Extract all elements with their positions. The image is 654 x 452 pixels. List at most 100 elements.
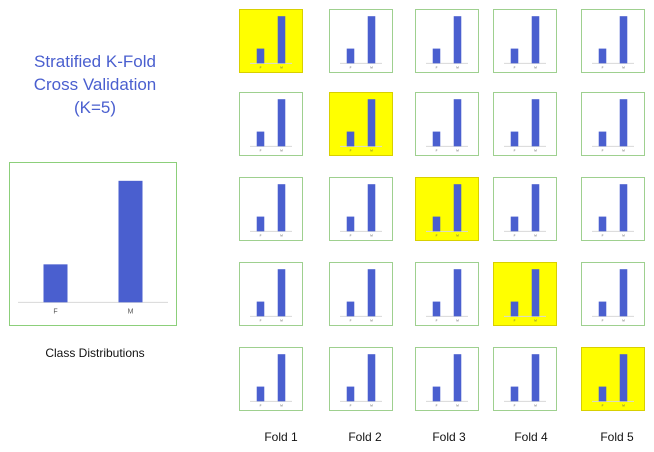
mini-3-3-bar-f — [432, 216, 441, 232]
title-line-1: Stratified K-Fold — [34, 52, 156, 71]
fold-label-4: Fold 4 — [514, 430, 548, 444]
title-line-3: (K=5) — [73, 98, 117, 117]
mini-4-2-tick-f: F — [350, 318, 352, 322]
mini-3-5-tick-f: F — [602, 233, 604, 237]
mini-2-1-tick-m: M — [280, 148, 283, 152]
mini-5-4-bar-f — [510, 386, 519, 402]
mini-5-1-bar-f — [256, 386, 265, 402]
mini-3-4-tick-m: M — [534, 233, 537, 237]
mini-1-2-tick-m: M — [370, 65, 373, 69]
mini-1-1-bar-m — [277, 16, 286, 64]
mini-1-2-bar-f — [346, 48, 355, 64]
mini-2-2-tick-m: M — [370, 148, 373, 152]
mini-4-4-tick-m: M — [534, 318, 537, 322]
mini-1-5-bar-f — [598, 48, 607, 64]
mini-3-2-tick-f: F — [350, 233, 352, 237]
mini-2-3-bar-m — [453, 99, 462, 147]
mini-2-4-tick-m: M — [534, 148, 537, 152]
mini-1-5-bar-m — [619, 16, 628, 64]
mini-2-1-tick-f: F — [260, 148, 262, 152]
mini-3-5-tick-m: M — [622, 233, 625, 237]
mini-3-1-tick-m: M — [280, 233, 283, 237]
mini-1-4-tick-f: F — [514, 65, 516, 69]
mini-1-5-tick-f: F — [602, 65, 604, 69]
mini-2-1-bar-f — [256, 131, 265, 147]
mini-5-1-bar-m — [277, 354, 286, 402]
mini-5-5-bar-m — [619, 354, 628, 402]
mini-5-3-tick-m: M — [456, 403, 459, 407]
mini-5-3-tick-f: F — [436, 403, 438, 407]
mini-3-3-tick-m: M — [456, 233, 459, 237]
mini-5-2-bar-m — [367, 354, 376, 402]
mini-1-3-tick-f: F — [436, 65, 438, 69]
mini-2-3-bar-f — [432, 131, 441, 147]
big-tick-m: M — [128, 308, 134, 315]
mini-3-1-bar-f — [256, 216, 265, 232]
mini-4-5-tick-m: M — [622, 318, 625, 322]
mini-5-5-bar-f — [598, 386, 607, 402]
mini-2-5-bar-f — [598, 131, 607, 147]
mini-5-1-tick-m: M — [280, 403, 283, 407]
mini-4-5-bar-m — [619, 269, 628, 317]
mini-1-2-tick-f: F — [350, 65, 352, 69]
mini-5-2-tick-m: M — [370, 403, 373, 407]
mini-2-5-tick-f: F — [602, 148, 604, 152]
mini-4-5-tick-f: F — [602, 318, 604, 322]
mini-1-1-bar-f — [256, 48, 265, 64]
mini-3-2-bar-m — [367, 184, 376, 232]
mini-3-1-bar-m — [277, 184, 286, 232]
mini-1-3-bar-f — [432, 48, 441, 64]
diagram-title: Stratified K-Fold Cross Validation (K=5) — [10, 50, 180, 119]
mini-4-5-bar-f — [598, 301, 607, 317]
mini-1-1-tick-f: F — [260, 65, 262, 69]
mini-4-1-tick-m: M — [280, 318, 283, 322]
mini-1-4-bar-m — [531, 16, 540, 64]
mini-2-4-bar-m — [531, 99, 540, 147]
mini-5-3-bar-f — [432, 386, 441, 402]
mini-1-3-tick-m: M — [456, 65, 459, 69]
mini-2-3-tick-m: M — [456, 148, 459, 152]
fold-label-5: Fold 5 — [600, 430, 634, 444]
title-line-2: Cross Validation — [33, 75, 157, 94]
mini-3-4-bar-f — [510, 216, 519, 232]
mini-5-2-tick-f: F — [350, 403, 352, 407]
fold-label-1: Fold 1 — [264, 430, 298, 444]
mini-5-2-bar-f — [346, 386, 355, 402]
mini-1-1-tick-m: M — [280, 65, 283, 69]
fold-label-3: Fold 3 — [432, 430, 466, 444]
